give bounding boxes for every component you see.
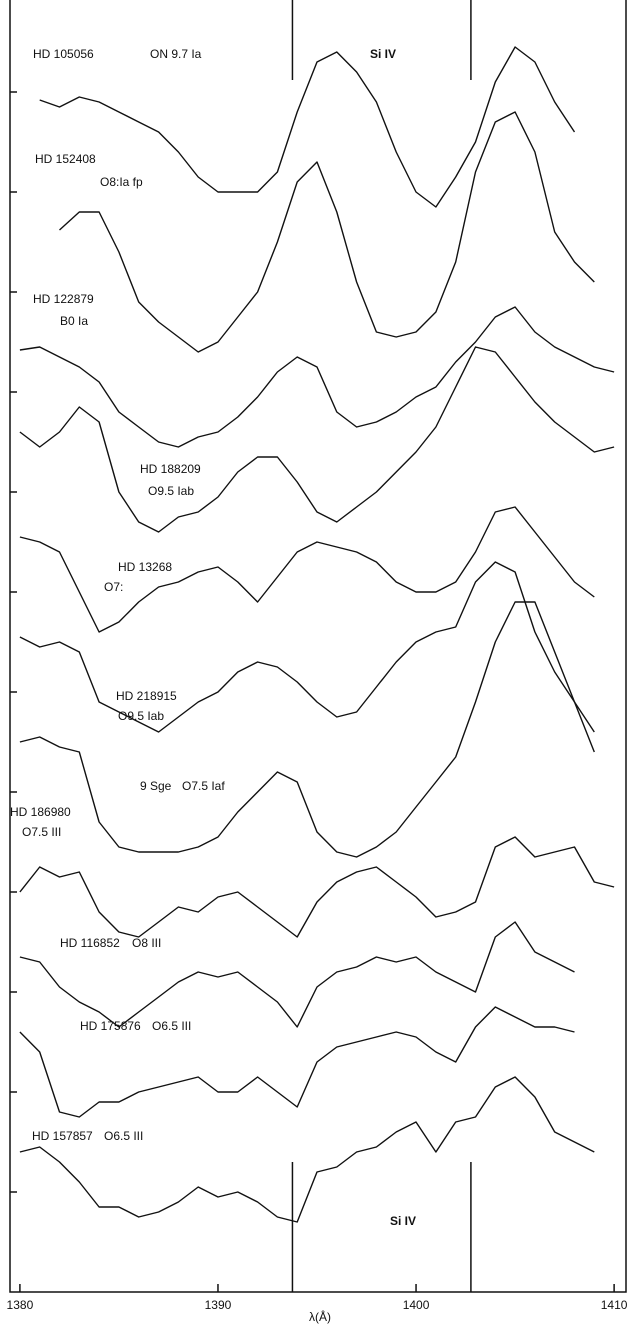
- spectrum: [19, 921, 575, 1028]
- spectrum: [19, 306, 615, 448]
- spectrum: [19, 601, 595, 858]
- spectrum: [19, 1076, 595, 1223]
- spectral-type: O6.5 III: [152, 1019, 191, 1033]
- spectrum: [19, 836, 615, 938]
- series-label: HD 122879: [33, 292, 94, 306]
- series-label: HD 116852: [60, 936, 120, 950]
- spectral-type: ON 9.7 Ia: [150, 47, 202, 61]
- spectral-type: B0 Ia: [60, 314, 88, 328]
- series-label: HD 175876: [80, 1019, 141, 1033]
- plot-frame: [9, 0, 627, 1293]
- annotation: Si IV: [370, 47, 396, 61]
- x-tick-label: 1400: [403, 1298, 430, 1312]
- spectrum: [19, 506, 595, 633]
- series-label: HD 186980: [10, 805, 71, 819]
- spectral-type: O7.5 Iaf: [182, 779, 225, 793]
- spectral-type: O7.5 III: [22, 825, 61, 839]
- spectrum: [39, 46, 576, 208]
- spectral-type: O7:: [104, 580, 123, 594]
- spectrum: [19, 561, 595, 733]
- spectral-type: O9.5 Iab: [118, 709, 164, 723]
- spectrum: [59, 111, 595, 353]
- x-tick-label: 1390: [205, 1298, 232, 1312]
- series-label: 9 Sge: [140, 779, 172, 793]
- spectral-type: O8:Ia fp: [100, 175, 143, 189]
- spectral-type: O9.5 Iab: [148, 484, 194, 498]
- spectral-type: O8 III: [132, 936, 161, 950]
- series-label: HD 157857: [32, 1129, 93, 1143]
- x-tick-label: 1410: [601, 1298, 628, 1312]
- series-label: HD 188209: [140, 462, 201, 476]
- spectrum: [19, 346, 615, 533]
- series-label: HD 152408: [35, 152, 96, 166]
- series-label: HD 105056: [33, 47, 94, 61]
- spectrum: [19, 1006, 575, 1118]
- x-tick-label: 1380: [7, 1298, 34, 1312]
- series-label: HD 13268: [118, 560, 172, 574]
- x-axis-label: λ(Å): [309, 1309, 331, 1324]
- spectral-type: O6.5 III: [104, 1129, 143, 1143]
- annotation: Si IV: [390, 1214, 416, 1228]
- series-label: HD 218915: [116, 689, 177, 703]
